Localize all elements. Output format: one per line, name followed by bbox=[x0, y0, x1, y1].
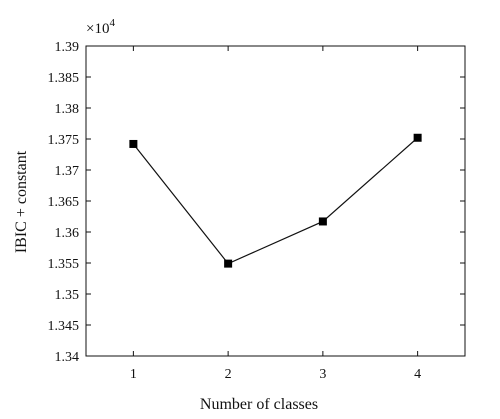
y-axis-multiplier-exponent: 4 bbox=[109, 17, 115, 29]
series-line bbox=[132, 137, 419, 265]
x-tick-label: 1 bbox=[130, 367, 137, 382]
y-axis-multiplier: ×104 bbox=[86, 17, 115, 37]
y-tick-label: 1.38 bbox=[55, 102, 80, 117]
y-axis-label: IBIC + constant bbox=[13, 150, 30, 253]
data-point bbox=[413, 133, 422, 142]
x-tick-label: 4 bbox=[414, 367, 421, 382]
y-tick-label: 1.34 bbox=[55, 350, 80, 365]
data-point bbox=[129, 139, 138, 148]
y-tick-label: 1.385 bbox=[48, 71, 80, 86]
series bbox=[129, 133, 422, 268]
x-axis-ticks: 1 2 3 4 bbox=[130, 46, 421, 382]
x-axis-label: Number of classes bbox=[200, 396, 318, 413]
data-point bbox=[318, 217, 327, 226]
y-tick-label: 1.345 bbox=[48, 319, 80, 334]
data-point bbox=[224, 259, 233, 268]
y-tick-label: 1.365 bbox=[48, 195, 80, 210]
y-tick-label: 1.39 bbox=[55, 40, 80, 55]
y-axis-ticks: 1.34 1.345 1.35 1.355 1.36 1.365 1.37 1.375 1.38… bbox=[48, 40, 465, 365]
y-tick-label: 1.37 bbox=[55, 164, 80, 179]
x-tick-label: 2 bbox=[225, 367, 232, 382]
y-tick-label: 1.35 bbox=[55, 288, 80, 303]
y-tick-label: 1.375 bbox=[48, 133, 80, 148]
y-axis-multiplier-base: ×10 bbox=[86, 21, 109, 37]
x-tick-label: 3 bbox=[319, 367, 326, 382]
y-tick-label: 1.355 bbox=[48, 257, 80, 272]
y-tick-label: 1.36 bbox=[55, 226, 80, 241]
